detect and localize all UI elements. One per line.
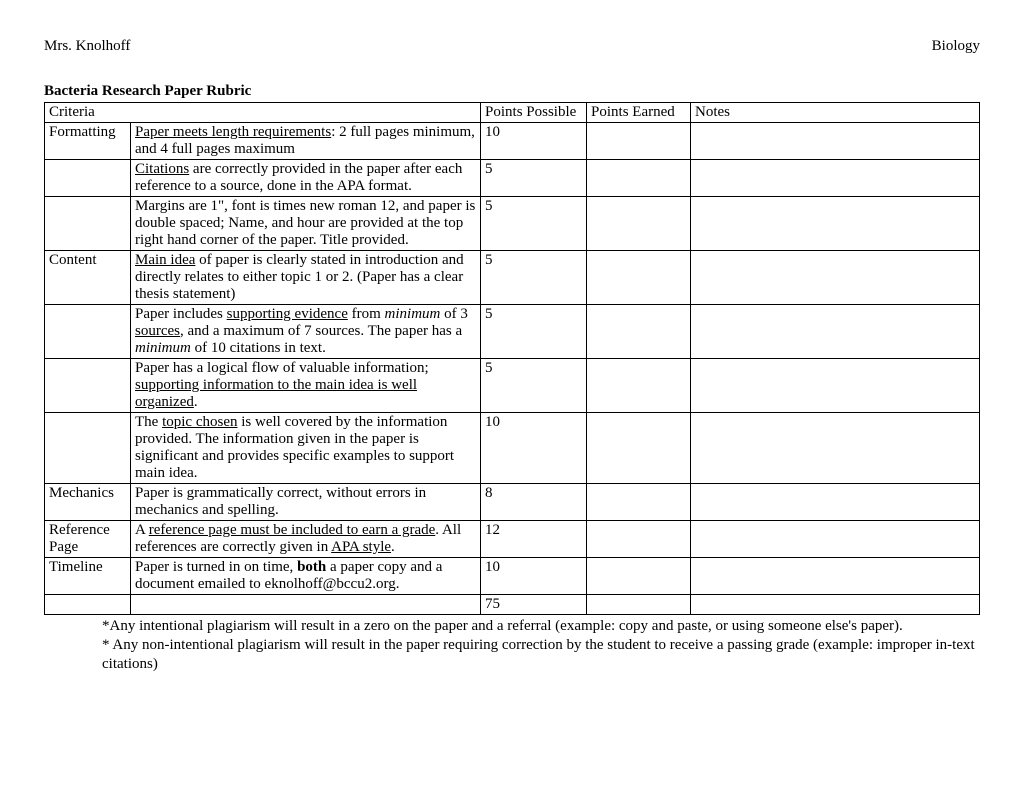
- points-earned-cell: [587, 305, 691, 359]
- points-earned-cell: [587, 197, 691, 251]
- points-possible-cell: 12: [481, 521, 587, 558]
- criteria-cell: Mechanics: [45, 484, 131, 521]
- footnote-1: *Any intentional plagiarism will result …: [102, 617, 980, 636]
- col-points-possible-header: Points Possible: [481, 103, 587, 123]
- criteria-cell: Formatting: [45, 123, 131, 160]
- table-row: MechanicsPaper is grammatically correct,…: [45, 484, 980, 521]
- points-possible-cell: 8: [481, 484, 587, 521]
- notes-cell: [691, 305, 980, 359]
- notes-cell: [691, 413, 980, 484]
- points-possible-cell: 5: [481, 305, 587, 359]
- description-cell: Paper has a logical flow of valuable inf…: [131, 359, 481, 413]
- criteria-cell: [45, 359, 131, 413]
- criteria-cell: Timeline: [45, 558, 131, 595]
- criteria-cell: [45, 305, 131, 359]
- total-criteria-cell: [45, 595, 131, 615]
- total-points-cell: 75: [481, 595, 587, 615]
- points-earned-cell: [587, 123, 691, 160]
- notes-cell: [691, 123, 980, 160]
- points-earned-cell: [587, 413, 691, 484]
- notes-cell: [691, 251, 980, 305]
- description-cell: Citations are correctly provided in the …: [131, 160, 481, 197]
- total-desc-cell: [131, 595, 481, 615]
- notes-cell: [691, 484, 980, 521]
- criteria-cell: [45, 413, 131, 484]
- criteria-cell: [45, 160, 131, 197]
- table-row: The topic chosen is well covered by the …: [45, 413, 980, 484]
- table-row: Citations are correctly provided in the …: [45, 160, 980, 197]
- points-earned-cell: [587, 558, 691, 595]
- points-possible-cell: 10: [481, 558, 587, 595]
- total-notes-cell: [691, 595, 980, 615]
- points-possible-cell: 5: [481, 197, 587, 251]
- table-row: TimelinePaper is turned in on time, both…: [45, 558, 980, 595]
- footnote-2: * Any non-intentional plagiarism will re…: [102, 636, 980, 674]
- criteria-cell: [45, 197, 131, 251]
- rubric-table: Criteria Points Possible Points Earned N…: [44, 102, 980, 615]
- table-header-row: Criteria Points Possible Points Earned N…: [45, 103, 980, 123]
- course-name: Biology: [932, 38, 980, 55]
- points-possible-cell: 5: [481, 359, 587, 413]
- description-cell: The topic chosen is well covered by the …: [131, 413, 481, 484]
- description-cell: Paper is turned in on time, both a paper…: [131, 558, 481, 595]
- criteria-cell: Content: [45, 251, 131, 305]
- points-possible-cell: 5: [481, 251, 587, 305]
- points-possible-cell: 10: [481, 123, 587, 160]
- notes-cell: [691, 558, 980, 595]
- points-earned-cell: [587, 359, 691, 413]
- notes-cell: [691, 359, 980, 413]
- col-points-earned-header: Points Earned: [587, 103, 691, 123]
- criteria-cell: Reference Page: [45, 521, 131, 558]
- points-possible-cell: 5: [481, 160, 587, 197]
- total-row: 75: [45, 595, 980, 615]
- table-row: Paper includes supporting evidence from …: [45, 305, 980, 359]
- description-cell: A reference page must be included to ear…: [131, 521, 481, 558]
- description-cell: Paper includes supporting evidence from …: [131, 305, 481, 359]
- table-row: FormattingPaper meets length requirement…: [45, 123, 980, 160]
- page-header: Mrs. Knolhoff Biology: [44, 38, 980, 55]
- points-earned-cell: [587, 484, 691, 521]
- points-earned-cell: [587, 521, 691, 558]
- table-row: Margins are 1", font is times new roman …: [45, 197, 980, 251]
- col-notes-header: Notes: [691, 103, 980, 123]
- notes-cell: [691, 521, 980, 558]
- notes-cell: [691, 197, 980, 251]
- description-cell: Main idea of paper is clearly stated in …: [131, 251, 481, 305]
- points-earned-cell: [587, 160, 691, 197]
- description-cell: Paper meets length requirements: 2 full …: [131, 123, 481, 160]
- document-page: Mrs. Knolhoff Biology Bacteria Research …: [0, 0, 1024, 673]
- col-criteria-header: Criteria: [45, 103, 481, 123]
- total-earned-cell: [587, 595, 691, 615]
- table-row: Reference PageA reference page must be i…: [45, 521, 980, 558]
- footnotes: *Any intentional plagiarism will result …: [44, 615, 980, 673]
- points-earned-cell: [587, 251, 691, 305]
- rubric-title: Bacteria Research Paper Rubric: [44, 83, 980, 100]
- table-row: Paper has a logical flow of valuable inf…: [45, 359, 980, 413]
- description-cell: Paper is grammatically correct, without …: [131, 484, 481, 521]
- points-possible-cell: 10: [481, 413, 587, 484]
- description-cell: Margins are 1", font is times new roman …: [131, 197, 481, 251]
- table-row: ContentMain idea of paper is clearly sta…: [45, 251, 980, 305]
- notes-cell: [691, 160, 980, 197]
- teacher-name: Mrs. Knolhoff: [44, 38, 130, 55]
